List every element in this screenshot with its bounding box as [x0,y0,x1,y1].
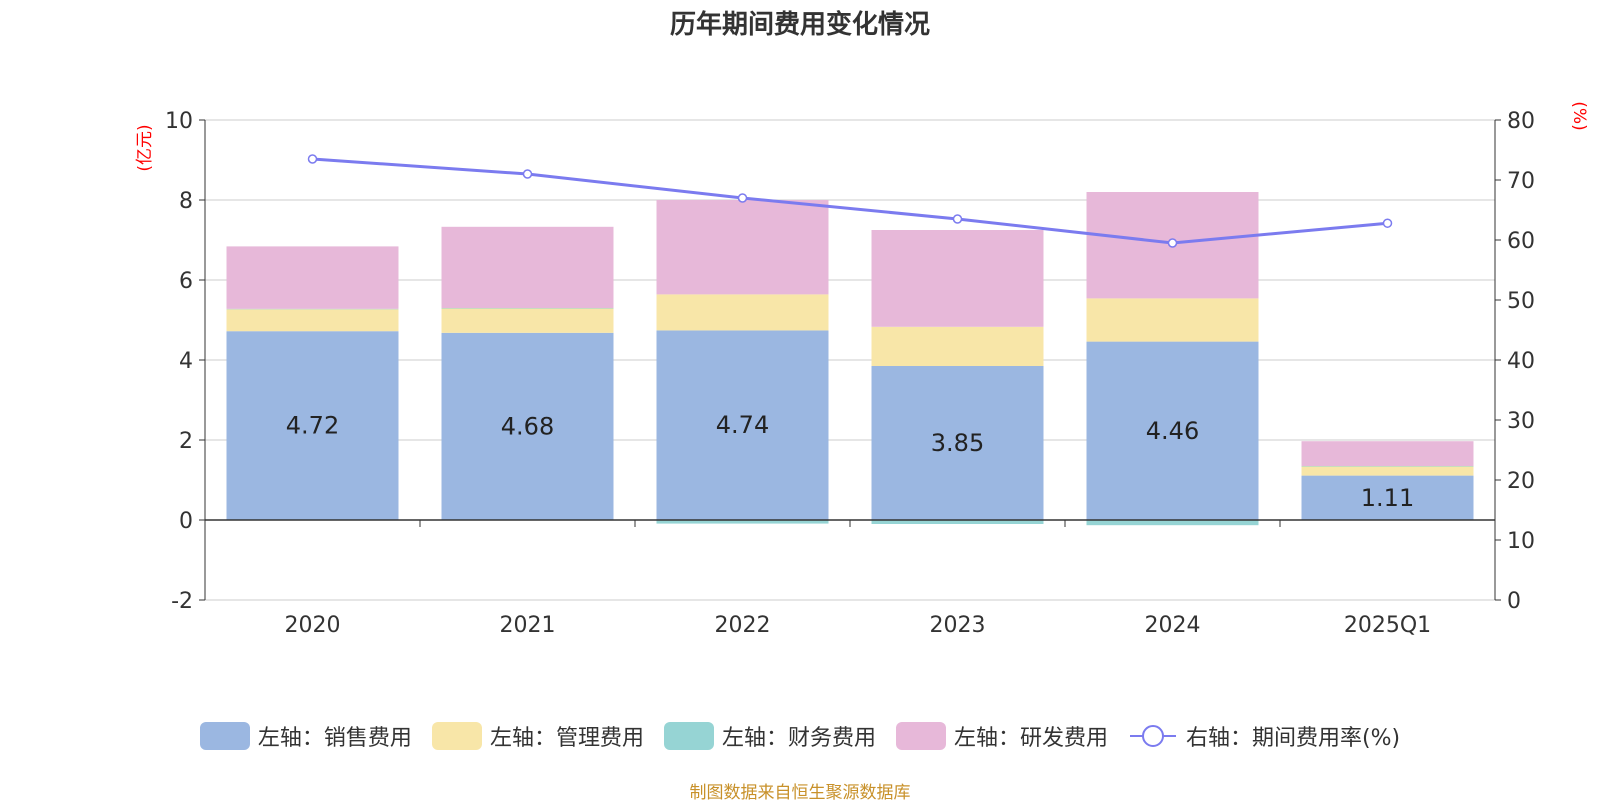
data-label: 3.85 [931,429,984,457]
data-labels: 4.72 4.68 4.74 3.85 4.46 1.11 [286,411,1414,512]
rate-point [737,193,748,203]
legend-swatch [663,722,714,750]
line-series [307,154,1393,248]
left-tick-label: 2 [179,429,193,454]
bar-segment [1301,466,1474,476]
x-tick-label: 2023 [930,613,986,638]
bar-segment [226,246,399,309]
legend-item[interactable]: 右轴：期间费用率(%) [1128,720,1400,752]
bar-segment [226,331,399,520]
bar-segment [1086,341,1259,520]
rate-line [312,157,1388,245]
bar-segment [441,332,614,520]
axes: -2 0 2 4 6 8 10 0 10 20 30 40 50 60 70 80 (亿元) (%) 2020 202… [135,101,1589,638]
left-axis-unit: (亿元) [135,124,155,171]
bar-segment [871,520,1044,524]
x-tick-label: 2020 [285,613,341,638]
bar-segment [1086,520,1259,526]
legend-label: 左轴：管理费用 [489,726,644,751]
legend-item[interactable]: 左轴：研发费用 [895,720,1108,752]
bar-segment [871,326,1044,366]
left-tick-label: 8 [179,189,193,214]
rate-point [1382,218,1393,228]
right-axis-unit: (%) [1569,101,1589,130]
rate-point [307,154,318,164]
chart-title: 历年期间费用变化情况 [669,10,930,40]
legend: 左轴：销售费用 左轴：管理费用 左轴：财务费用 左轴：研发费用 右轴：期间费用率(%) [0,720,1600,752]
source-note: 制图数据来自恒生聚源数据库 [689,783,911,803]
legend-item[interactable]: 左轴：销售费用 [199,720,412,752]
legend-label: 左轴：销售费用 [257,726,412,751]
right-tick-label: 40 [1507,349,1535,374]
data-label: 4.72 [286,412,339,440]
rate-point [522,169,533,179]
bar-series [226,192,1474,526]
bar-segment [656,330,829,520]
bar-segment [656,200,829,295]
data-label: 4.68 [501,412,554,440]
right-tick-label: 20 [1507,469,1535,494]
legend-label: 左轴：研发费用 [953,726,1108,751]
data-label: 4.74 [716,411,769,439]
right-tick-label: 80 [1507,109,1535,134]
legend-item[interactable]: 左轴：管理费用 [431,720,644,752]
bar-segment [656,294,829,331]
legend-line-marker-icon [1129,725,1176,747]
legend-label: 右轴：期间费用率(%) [1185,726,1401,751]
legend-label: 左轴：财务费用 [721,726,876,751]
bar-segment [441,308,614,333]
legend-item[interactable]: 左轴：财务费用 [663,720,876,752]
data-label: 1.11 [1361,484,1414,512]
rate-point [1167,238,1178,248]
x-tick-label: 2021 [500,613,556,638]
x-tick-label: 2022 [715,613,771,638]
bar-segment [1086,298,1259,342]
legend-swatch [431,722,482,750]
bar-segment [226,309,399,332]
left-tick-label: 6 [179,269,193,294]
right-tick-label: 50 [1507,289,1535,314]
bar-segment [1301,475,1474,520]
left-tick-label: -2 [171,589,193,614]
legend-swatch [199,722,250,750]
rate-point [952,214,963,224]
bar-segment [871,230,1044,327]
data-label: 4.46 [1146,417,1199,445]
right-tick-label: 60 [1507,229,1535,254]
bar-segment [441,308,614,309]
bar-segment [226,308,399,310]
x-tick-label: 2024 [1145,613,1201,638]
x-tick-label: 2025Q1 [1344,613,1431,638]
grid-lines [205,119,1495,601]
left-tick-label: 10 [165,109,193,134]
bar-segment [1301,441,1474,466]
bar-segment [656,520,829,524]
right-tick-label: 30 [1507,409,1535,434]
right-tick-label: 10 [1507,529,1535,554]
right-tick-label: 0 [1507,589,1521,614]
left-tick-label: 4 [179,349,193,374]
bar-segment [871,366,1044,520]
legend-swatch [895,722,946,750]
bar-segment [441,226,614,308]
bar-segment [1301,466,1474,467]
left-tick-label: 0 [179,509,193,534]
right-tick-label: 70 [1507,169,1535,194]
